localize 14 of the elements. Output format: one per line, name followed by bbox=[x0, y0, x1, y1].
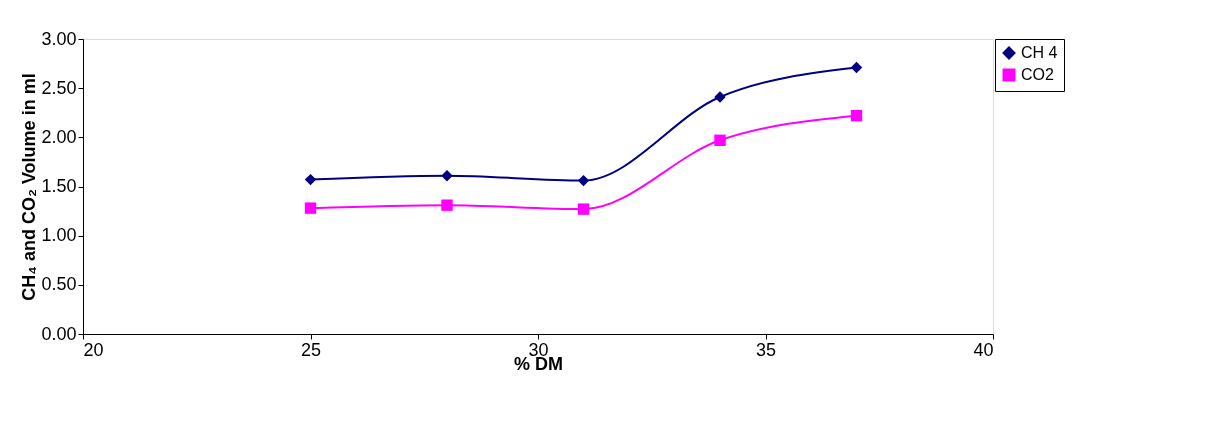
y-tick-label: 2.00 bbox=[41, 126, 77, 147]
y-tick-label: 0.00 bbox=[41, 323, 77, 344]
x-tick-label: 25 bbox=[300, 339, 322, 360]
x-tick-label: 40 bbox=[973, 339, 994, 360]
y-tick-label: 1.50 bbox=[41, 176, 77, 196]
legend-label: CH 4 bbox=[1021, 44, 1058, 61]
y-tick-label: 2.50 bbox=[41, 77, 77, 98]
legend-label: CO2 bbox=[1021, 66, 1054, 83]
x-tick-label: 20 bbox=[83, 339, 104, 360]
y-tick-label: 3.00 bbox=[41, 28, 77, 49]
y-tick-label: 0.50 bbox=[41, 274, 77, 295]
y-tick-label: 1.00 bbox=[41, 225, 77, 246]
y-axis-title: CH₄ and CO₂ Volume in ml bbox=[19, 73, 40, 301]
x-tick-label: 35 bbox=[755, 339, 777, 360]
